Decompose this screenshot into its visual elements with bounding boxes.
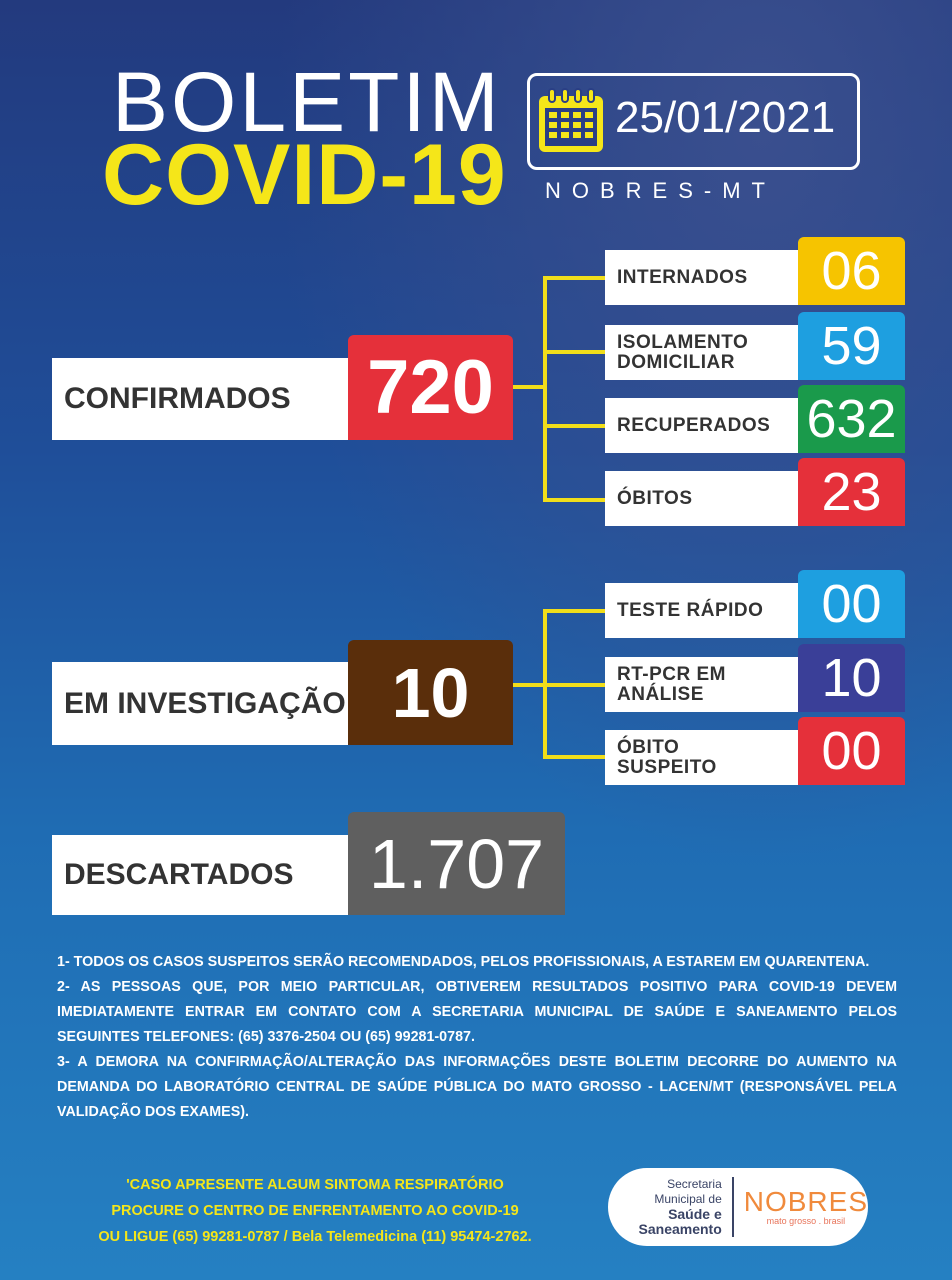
connector — [543, 350, 605, 354]
obitos-label: ÓBITOS — [605, 471, 798, 526]
logo-text: Saneamento — [638, 1221, 722, 1237]
notes: 1- TODOS OS CASOS SUSPEITOS SERÃO RECOME… — [57, 950, 897, 1125]
connector — [513, 385, 546, 389]
footer-message: 'CASO APRESENTE ALGUM SINTOMA RESPIRATÓR… — [30, 1172, 600, 1250]
date-box — [527, 73, 860, 170]
note-2: 2- AS PESSOAS QUE, POR MEIO PARTICULAR, … — [57, 979, 897, 1045]
investigacao-label: EM INVESTIGAÇÃO — [52, 662, 348, 745]
note-3: 3- A DEMORA NA CONFIRMAÇÃO/ALTERAÇÃO DAS… — [57, 1054, 897, 1120]
obito-suspeito-label: ÓBITO SUSPEITO — [605, 730, 798, 785]
logo-text: Secretaria — [667, 1177, 722, 1191]
logo-tagline: mato grosso . brasil — [766, 1216, 846, 1226]
isolamento-value: 59 — [798, 312, 905, 380]
connector — [543, 498, 605, 502]
footer-line: OU LIGUE (65) 99281-0787 / Bela Telemedi… — [98, 1229, 532, 1245]
calendar-icon — [539, 88, 603, 152]
recuperados-value: 632 — [798, 385, 905, 453]
descartados-value: 1.707 — [348, 812, 565, 915]
teste-rapido-label: TESTE RÁPIDO — [605, 583, 798, 638]
nobres-logo: NOBRES — [743, 1186, 868, 1217]
investigacao-value: 10 — [348, 640, 513, 745]
footer-line: 'CASO APRESENTE ALGUM SINTOMA RESPIRATÓR… — [126, 1177, 504, 1193]
internados-label: INTERNADOS — [605, 250, 798, 305]
connector — [543, 683, 605, 687]
descartados-label: DESCARTADOS — [52, 835, 348, 915]
isolamento-label: ISOLAMENTO DOMICILIAR — [605, 325, 798, 380]
note-1: 1- TODOS OS CASOS SUSPEITOS SERÃO RECOME… — [57, 954, 870, 970]
connector — [543, 609, 605, 613]
recuperados-label: RECUPERADOS — [605, 398, 798, 453]
rt-pcr-label: RT-PCR EM ANÁLISE — [605, 657, 798, 712]
footer-line: PROCURE O CENTRO DE ENFRENTAMENTO AO COV… — [111, 1203, 519, 1219]
connector — [543, 755, 605, 759]
confirmados-label: CONFIRMADOS — [52, 358, 348, 440]
connector — [543, 276, 547, 502]
title-covid: COVID-19 — [102, 127, 507, 223]
teste-rapido-value: 00 — [798, 570, 905, 638]
location: NOBRES-MT — [545, 178, 776, 203]
obitos-value: 23 — [798, 458, 905, 526]
title-boletim: BOLETIM — [112, 55, 502, 149]
logo-text: Saúde e — [668, 1206, 722, 1222]
confirmados-value: 720 — [348, 335, 513, 440]
obito-suspeito-value: 00 — [798, 717, 905, 785]
secretaria-logo: Secretaria Municipal de Saúde e Saneamen… — [608, 1168, 868, 1246]
internados-value: 06 — [798, 237, 905, 305]
connector — [543, 276, 605, 280]
rt-pcr-value: 10 — [798, 644, 905, 712]
bulletin-date: 25/01/2021 — [615, 93, 836, 142]
connector — [513, 683, 546, 687]
logo-text: Municipal de — [654, 1192, 722, 1206]
connector — [543, 424, 605, 428]
